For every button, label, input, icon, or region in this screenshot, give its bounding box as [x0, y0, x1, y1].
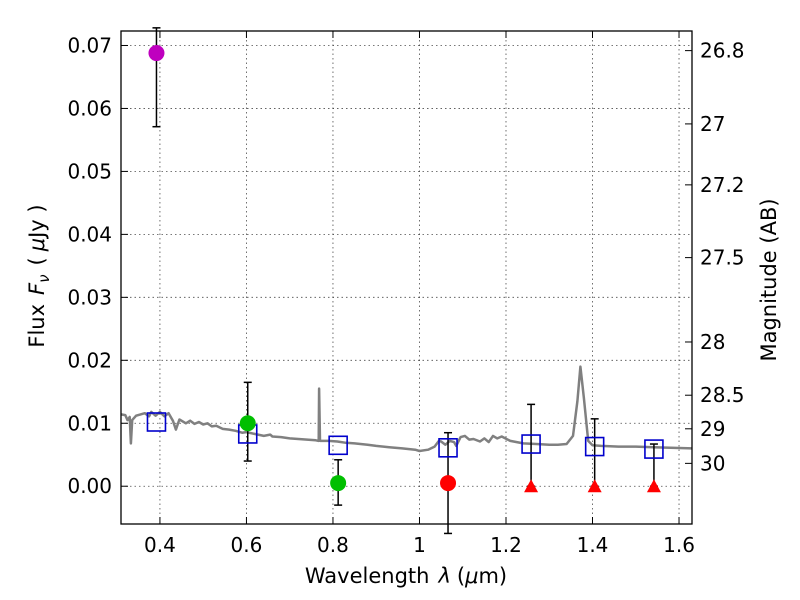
magnitude-tick-label: 27.5 — [700, 246, 745, 270]
x-axis-label-unit-mu: μ — [464, 564, 478, 588]
markers-layer — [146, 45, 664, 493]
y-axis-label-subscript: ν — [35, 274, 53, 282]
observed-flux-point — [440, 475, 457, 492]
x-axis-label-unit-open: ( — [457, 564, 465, 588]
y-tick-label: 0.07 — [67, 33, 112, 57]
model-spectrum-line — [120, 365, 693, 453]
x-tick-label: 0.6 — [231, 533, 263, 557]
y-tick-label: 0.01 — [67, 411, 112, 435]
y-tick-label: 0.04 — [67, 222, 112, 246]
y-tick-label: 0.06 — [67, 96, 112, 120]
y-tick-label: 0.00 — [67, 474, 112, 498]
x-axis-label: Wavelength λ (μm) — [305, 564, 507, 588]
model-photometry-square — [328, 435, 348, 456]
y-axis-label-text: Flux — [25, 304, 49, 348]
model-photometry-square — [644, 439, 664, 459]
x-axis-label-unit-rest: m) — [478, 564, 507, 588]
y-tick-label: 0.05 — [67, 159, 112, 183]
magnitude-tick-label: 26.8 — [700, 39, 745, 63]
magnitude-tick-label: 30 — [700, 451, 725, 475]
y-axis-label: Flux Fν ( μJy ) — [25, 204, 53, 347]
x-tick-label: 0.8 — [317, 533, 349, 557]
y-tick-label: 0.02 — [67, 348, 112, 372]
grid-lines — [121, 31, 692, 524]
magnitude-tick-label: 28.5 — [700, 383, 745, 407]
magnitude-tick-label: 27 — [700, 112, 725, 136]
x-tick-label: 1.2 — [490, 533, 522, 557]
x-axis-label-symbol: λ — [437, 564, 450, 588]
y-axis-label-unit-mu: μ — [25, 238, 49, 252]
magnitude-tick-label: 29 — [700, 417, 725, 441]
x-axis-label-text: Wavelength — [305, 564, 430, 588]
upper-limit-triangle — [646, 479, 661, 493]
y-axis-label-symbol: F — [25, 282, 49, 295]
observed-flux-point — [330, 475, 347, 492]
plot-frame — [120, 30, 693, 525]
model-photometry-square — [521, 434, 541, 454]
error-bars-layer — [152, 27, 658, 535]
x-tick-label: 0.4 — [144, 533, 176, 557]
model-photometry-square — [438, 438, 458, 458]
magnitude-tick-label: 27.2 — [700, 173, 745, 197]
observed-flux-point — [148, 45, 165, 62]
x-tick-label: 1.6 — [663, 533, 695, 557]
x-tick-label: 1 — [413, 533, 426, 557]
y-tick-label: 0.03 — [67, 285, 112, 309]
upper-limit-triangle — [524, 479, 539, 493]
x-tick-label: 1.4 — [577, 533, 609, 557]
observed-flux-point — [239, 415, 256, 432]
y-axis-label-unit-rest: Jy ) — [25, 204, 49, 240]
magnitude-axis-label: Magnitude (AB) — [757, 198, 781, 361]
y-axis-label-unit-open: ( — [25, 257, 49, 265]
model-photometry-square — [584, 436, 605, 457]
upper-limit-triangle — [587, 479, 602, 493]
magnitude-tick-label: 28 — [700, 330, 725, 354]
model-spectrum-layer — [120, 365, 693, 453]
ticks-layer: 0.4 0.6 0.8 1 1.2 1.4 1.6 0.00 0.01 0.02 0.03 0.04 0… — [67, 31, 745, 557]
model-photometry-square — [146, 412, 167, 432]
